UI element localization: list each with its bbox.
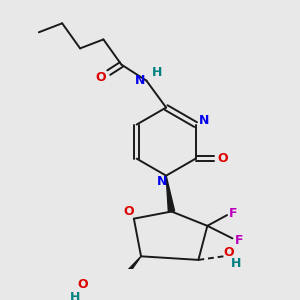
Text: O: O bbox=[123, 205, 134, 218]
Text: N: N bbox=[135, 74, 145, 87]
Text: O: O bbox=[224, 246, 234, 259]
Text: H: H bbox=[231, 257, 241, 270]
Text: N: N bbox=[157, 175, 167, 188]
Text: O: O bbox=[95, 70, 106, 84]
Text: F: F bbox=[229, 207, 238, 220]
Text: H: H bbox=[152, 66, 162, 79]
Text: O: O bbox=[217, 152, 228, 165]
Polygon shape bbox=[113, 256, 141, 289]
Polygon shape bbox=[166, 176, 175, 212]
Text: N: N bbox=[199, 115, 209, 128]
Text: F: F bbox=[235, 234, 243, 247]
Text: O: O bbox=[77, 278, 88, 291]
Text: H: H bbox=[70, 291, 80, 300]
